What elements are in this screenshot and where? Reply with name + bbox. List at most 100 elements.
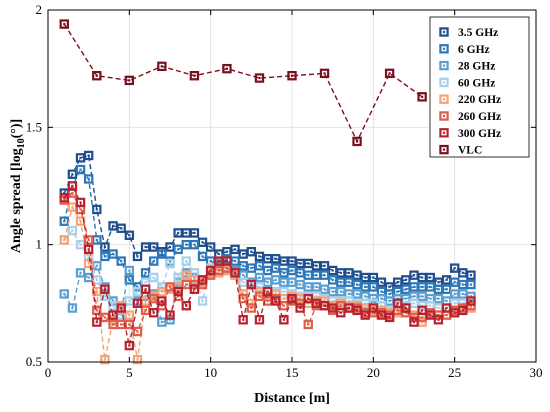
- data-point: [116, 256, 126, 266]
- data-point: [132, 251, 143, 262]
- marker-square: [173, 286, 183, 297]
- marker-center: [421, 295, 424, 298]
- legend-label: VLC: [458, 145, 482, 157]
- legend-label: 6 GHz: [458, 44, 490, 56]
- marker-center: [95, 309, 98, 312]
- data-point: [425, 272, 435, 283]
- marker-center: [160, 290, 163, 293]
- data-point: [67, 202, 78, 212]
- marker-square: [132, 354, 143, 365]
- data-point: [449, 289, 460, 299]
- marker-square: [384, 68, 395, 79]
- marker-center: [111, 304, 115, 307]
- marker-center: [442, 64, 446, 67]
- marker-center: [242, 281, 245, 284]
- y-tick-label: 1.5: [26, 119, 42, 134]
- data-point: [181, 228, 191, 238]
- data-point: [352, 270, 362, 280]
- data-point: [433, 315, 444, 325]
- data-point: [303, 282, 313, 292]
- data-point: [92, 204, 102, 215]
- legend-marker: [439, 128, 449, 138]
- marker-center: [290, 74, 294, 77]
- data-point: [271, 296, 281, 306]
- marker-center: [355, 292, 359, 296]
- marker-center: [111, 313, 115, 317]
- data-point: [449, 308, 460, 318]
- data-point: [344, 277, 354, 287]
- data-point: [222, 63, 232, 74]
- data-point: [262, 277, 273, 287]
- marker-center: [152, 276, 155, 279]
- marker-center: [103, 358, 107, 361]
- marker-center: [442, 131, 446, 134]
- marker-square: [439, 94, 449, 104]
- marker-center: [347, 271, 351, 274]
- marker-center: [79, 156, 82, 159]
- data-point: [149, 308, 159, 318]
- legend-marker: [439, 144, 449, 155]
- marker-center: [225, 269, 229, 272]
- marker-center: [331, 306, 334, 310]
- marker-square: [83, 235, 94, 245]
- marker-center: [307, 285, 310, 289]
- marker-center: [404, 288, 407, 291]
- marker-center: [79, 201, 82, 204]
- marker-square: [279, 315, 289, 325]
- marker-center: [315, 264, 318, 267]
- data-point: [254, 291, 265, 301]
- data-point: [75, 268, 86, 278]
- marker-square: [189, 228, 200, 238]
- marker-square: [59, 216, 69, 226]
- marker-center: [201, 281, 204, 284]
- legend-entry: 220 GHz: [439, 94, 501, 106]
- marker-center: [266, 257, 269, 260]
- marker-square: [116, 223, 126, 233]
- marker-center: [442, 98, 446, 101]
- data-point: [181, 256, 191, 266]
- marker-square: [149, 272, 159, 283]
- marker-square: [384, 312, 395, 323]
- data-point: [238, 293, 248, 304]
- marker-center: [445, 313, 448, 317]
- marker-center: [233, 259, 237, 263]
- data-point: [417, 305, 427, 316]
- data-point: [409, 317, 419, 327]
- marker-center: [242, 264, 245, 267]
- marker-center: [242, 252, 245, 256]
- marker-square: [303, 319, 313, 330]
- marker-square: [124, 275, 135, 285]
- data-point: [189, 228, 200, 238]
- marker-center: [412, 313, 416, 317]
- data-point: [384, 296, 395, 306]
- data-point: [100, 312, 110, 323]
- marker-square: [124, 230, 135, 240]
- marker-center: [103, 245, 107, 249]
- data-point: [409, 270, 419, 280]
- marker-center: [396, 281, 399, 284]
- marker-center: [87, 177, 90, 181]
- marker-center: [421, 95, 424, 98]
- marker-center: [355, 283, 359, 286]
- data-point: [116, 223, 126, 233]
- marker-center: [95, 321, 98, 324]
- data-point: [238, 249, 248, 259]
- marker-center: [461, 283, 464, 286]
- marker-center: [258, 318, 261, 321]
- marker-center: [437, 288, 440, 291]
- data-point: [287, 256, 297, 266]
- data-point: [417, 282, 427, 292]
- data-point: [173, 272, 183, 283]
- data-point: [271, 263, 281, 273]
- data-point: [75, 153, 86, 163]
- marker-center: [201, 241, 204, 244]
- y-axis-ticks: 0.5 1 1.5 2: [26, 2, 536, 369]
- data-point: [319, 300, 330, 311]
- legend-label: 60 GHz: [458, 77, 495, 89]
- legend-label: 28 GHz: [458, 61, 495, 73]
- data-point: [327, 265, 338, 276]
- marker-center: [250, 283, 253, 286]
- marker-center: [63, 198, 66, 202]
- data-point: [417, 92, 427, 102]
